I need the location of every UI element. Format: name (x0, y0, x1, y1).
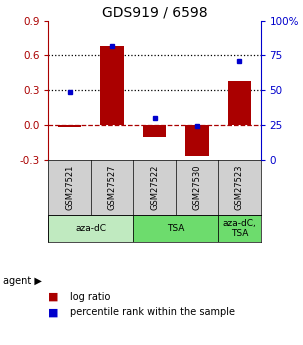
Text: percentile rank within the sample: percentile rank within the sample (70, 307, 235, 317)
Bar (133, 215, 218, 242)
Text: aza-dC: aza-dC (75, 224, 106, 233)
Text: ■: ■ (48, 307, 59, 317)
Bar (48, 215, 133, 242)
Title: GDS919 / 6598: GDS919 / 6598 (102, 6, 207, 20)
Text: TSA: TSA (167, 224, 185, 233)
Bar (58, 125, 81, 127)
Bar (143, 125, 166, 137)
Bar (185, 125, 208, 156)
Text: aza-dC,
TSA: aza-dC, TSA (222, 219, 256, 238)
Bar (100, 46, 124, 125)
Text: GSM27521: GSM27521 (65, 165, 74, 210)
Bar (228, 81, 251, 125)
Text: GSM27523: GSM27523 (235, 165, 244, 210)
Text: GSM27522: GSM27522 (150, 165, 159, 210)
Text: GSM27530: GSM27530 (192, 165, 201, 210)
Text: log ratio: log ratio (70, 292, 110, 302)
Text: GSM27527: GSM27527 (108, 165, 117, 210)
Bar (218, 215, 261, 242)
Text: agent ▶: agent ▶ (3, 276, 42, 286)
Text: ■: ■ (48, 292, 59, 302)
